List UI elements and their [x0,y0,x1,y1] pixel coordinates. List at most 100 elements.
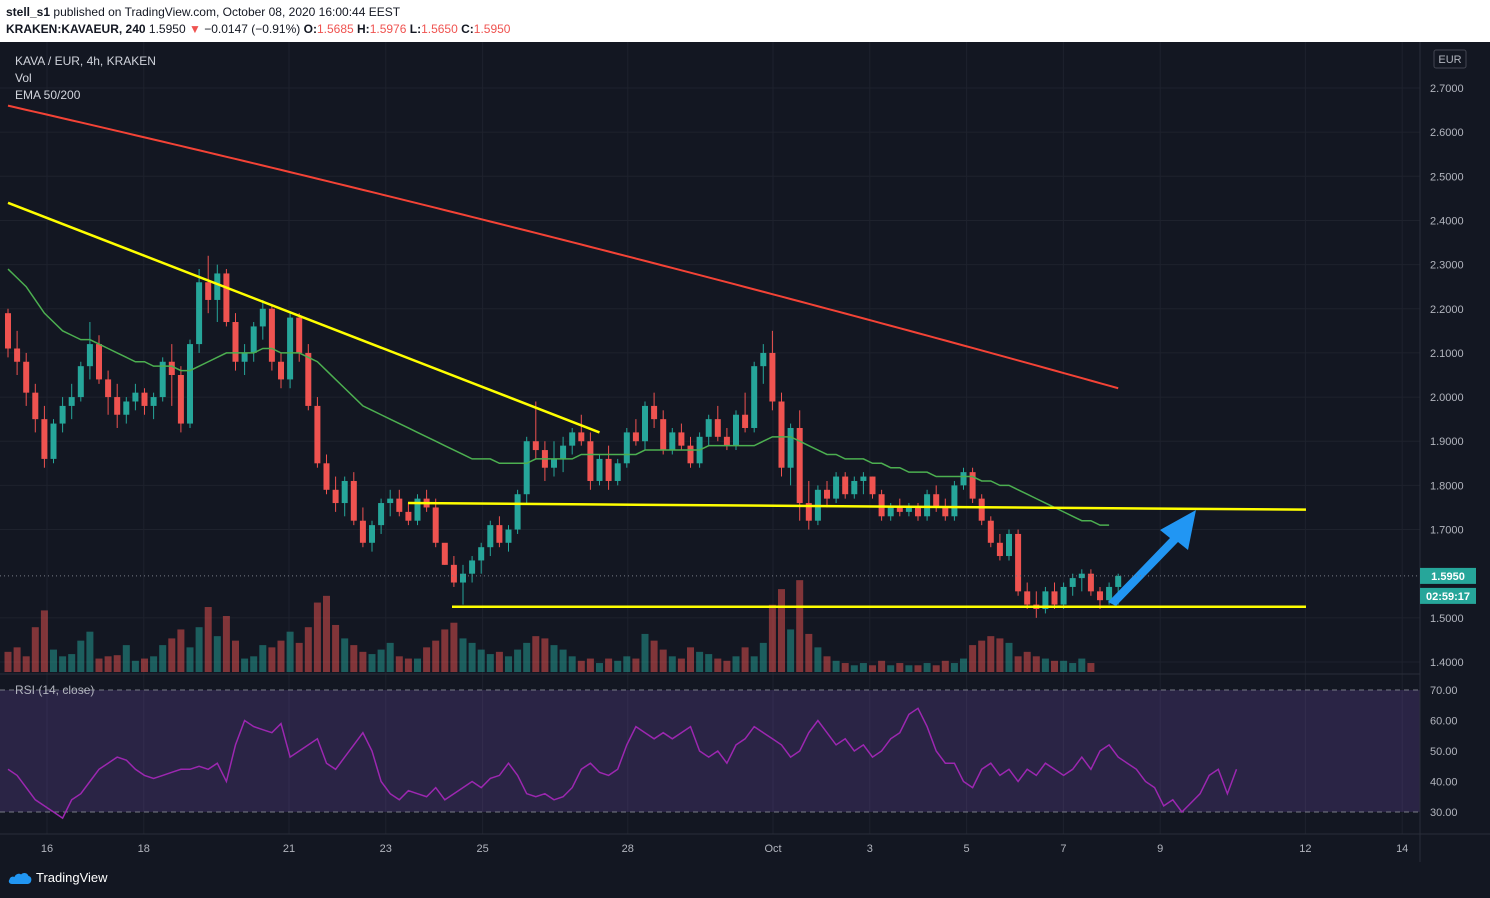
volume-bar [432,640,440,672]
time-tick-label: 23 [380,843,392,855]
volume-bar [677,658,685,672]
price-tick-label: 2.2000 [1430,304,1464,316]
volume-bar [1087,663,1095,672]
rsi-axis[interactable]: 70.00 60.00 50.00 40.00 30.00 [1430,685,1458,819]
volume-bar [641,633,649,672]
candle-body [796,427,803,504]
volume-bar [887,665,895,672]
volume-bar [659,649,667,672]
rsi-tick-label: 30.00 [1430,807,1458,819]
volume-bar [377,649,385,672]
volume-bar [1041,658,1049,672]
candle-body [414,498,421,521]
candle-body [987,520,994,543]
open-value: 1.5685 [316,22,354,36]
last-price-tag: 1.5950 02:59:17 [1420,567,1476,604]
candle-body [1097,591,1103,601]
symbol-label: KRAKEN:KAVAEUR, 240 [6,22,146,36]
candle-body [205,282,212,300]
volume-bar [468,642,476,672]
candle-body [587,441,594,481]
candle-body [705,419,712,437]
candle-body [369,525,375,543]
volume-bar [650,640,658,672]
volume-bar [841,663,849,672]
volume-bar [323,595,330,672]
chart-background [0,42,1490,862]
volume-bar [787,629,795,672]
volume-bar [404,658,412,672]
candle-body [769,352,776,402]
volume-bar [878,660,886,672]
candle-body [651,405,658,420]
candle-body [305,352,312,406]
candle-body [1106,586,1113,601]
volume-bar [313,602,321,672]
currency-badge-text: EUR [1438,54,1461,66]
volume-bar [113,655,121,672]
volume-bar [586,658,594,672]
candle-body [232,322,239,362]
author-name[interactable]: stell_s1 [6,5,51,19]
time-tick-label: 12 [1299,843,1311,855]
candle-body [359,520,366,543]
price-axis[interactable]: 2.7000 2.6000 2.5000 2.4000 2.3000 2.2000 2.10… [1430,83,1464,669]
publish-header: stell_s1 published on TradingView.com, O… [0,0,1490,42]
candle-body [851,480,858,495]
candle-body [460,573,466,583]
candle-body [1115,575,1122,587]
volume-bar [532,636,540,672]
volume-bar [222,616,230,672]
rsi-tick-label: 70.00 [1430,685,1458,697]
resistance-line[interactable] [407,501,1307,511]
candle-body [878,494,885,517]
currency-badge-frame [1433,49,1467,69]
candle-body [678,432,685,446]
time-axis[interactable]: 16 18 21 23 25 28 Oct 3 5 7 9 12 14 [41,843,1408,855]
currency-badge[interactable]: EUR [1433,49,1467,69]
candle-body [350,480,357,521]
volume-bar [213,636,221,672]
candle-body [596,458,603,481]
volume-bar [668,656,676,672]
volume-bar [823,656,831,672]
rsi-tick-label: 50.00 [1430,746,1458,758]
volume-bar [277,640,285,672]
candle-body [523,441,530,495]
down-triangle-icon: ▼ [188,22,201,36]
volume-bar [486,654,494,672]
price-tick-label: 2.0000 [1430,392,1464,404]
volume-bar [414,658,421,672]
volume-bar [577,660,585,672]
volume-bar [505,656,512,672]
candle-body [1087,573,1094,592]
candle-body [323,463,330,490]
rsi-legend[interactable]: RSI (14, close) [15,683,95,697]
candle-body [614,463,621,481]
legend-ema[interactable]: EMA 50/200 [15,88,81,102]
volume-bar [778,589,785,672]
candle-body [214,273,221,300]
candle-body [250,326,257,353]
cloud-icon [8,872,32,884]
ema200-line [7,104,1119,390]
volume-bar [341,638,349,672]
tradingview-logo[interactable]: TradingView [8,870,108,885]
candle-body [141,392,148,406]
volume-bar [77,640,85,672]
candle-body [632,432,639,442]
legend-volume[interactable]: Vol [15,71,32,85]
time-tick-label: 7 [1060,843,1066,855]
ticker-line: KRAKEN:KAVAEUR, 240 1.5950 ▼ −0.0147 (−0… [6,22,510,36]
chart-canvas[interactable]: 2.7000 2.6000 2.5000 2.4000 2.3000 2.2000 2.10… [0,42,1490,862]
legend-title[interactable]: KAVA / EUR, 4h, KRAKEN [15,54,156,68]
candle-body [187,344,193,424]
volume-bar [550,645,558,672]
descending-trendline[interactable] [7,201,600,434]
up-arrow-icon[interactable] [1108,510,1196,606]
candle-body [59,405,66,424]
volume-bar [22,656,30,672]
candle-body [405,511,412,521]
volume-bar [960,658,967,672]
price-tick-label: 1.5000 [1430,613,1464,625]
